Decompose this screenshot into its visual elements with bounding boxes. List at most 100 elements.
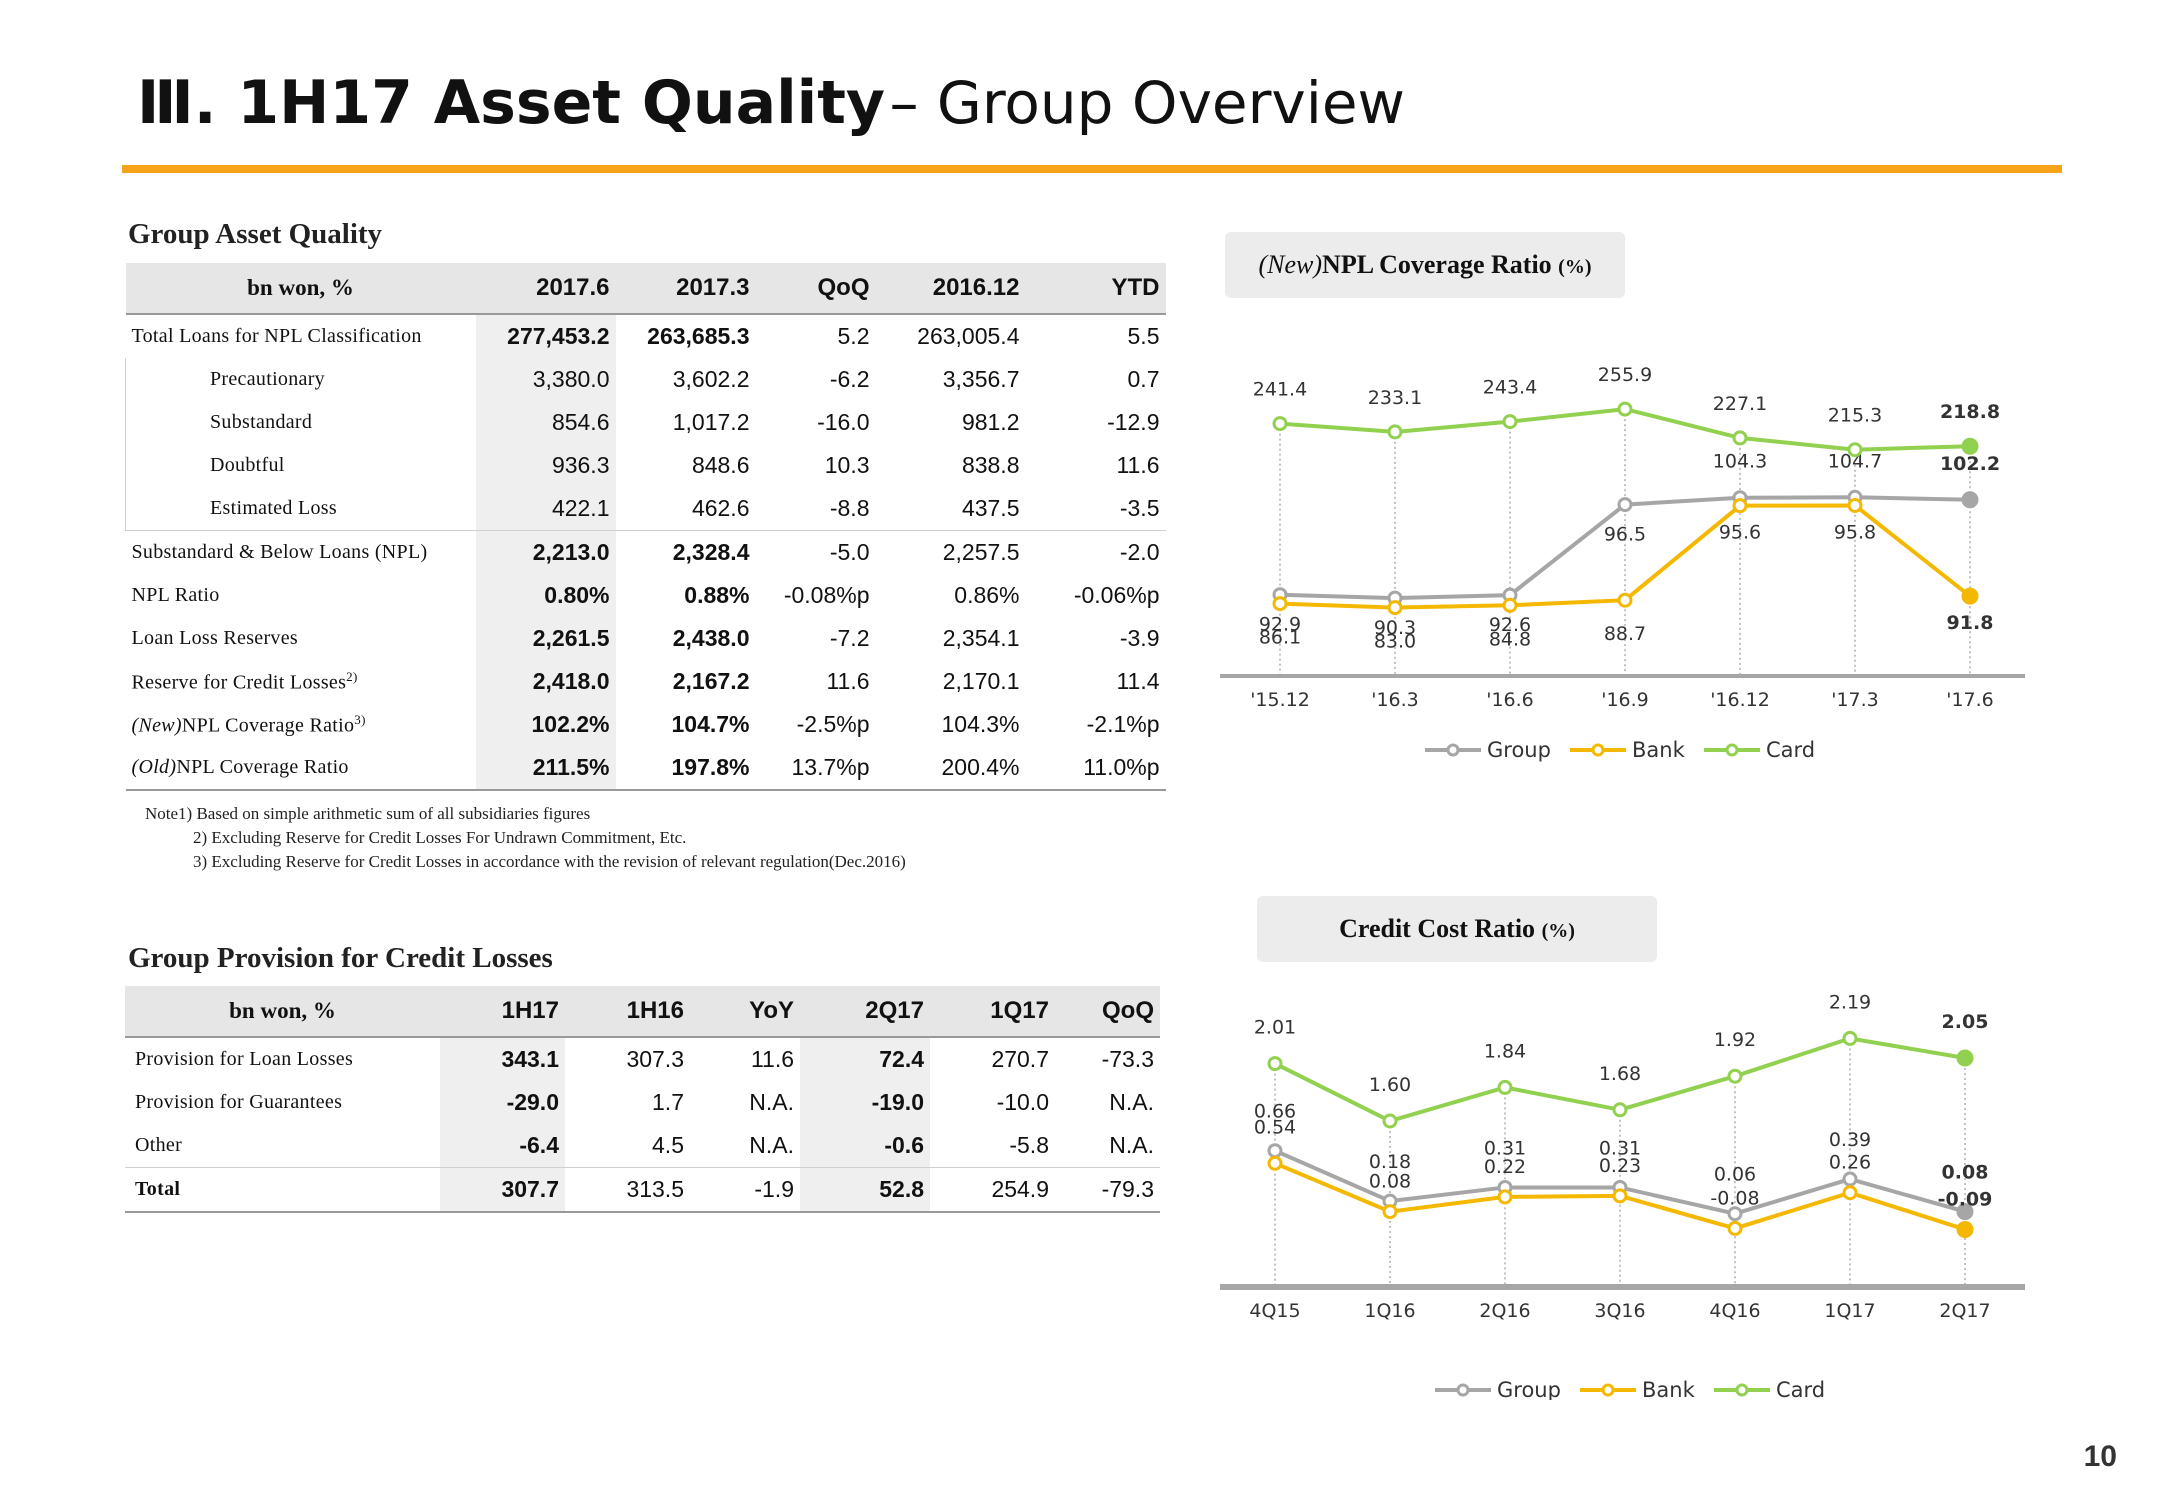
data-label-card: 1.68 [1599, 1063, 1641, 1085]
aq-row: (Old)NPL Coverage Ratio 211.5% 197.8% 13.7%… [125, 746, 1166, 791]
pv-cell: -19.0 [800, 1081, 930, 1124]
aq-row-label: Estimated Loss [125, 487, 476, 531]
aq-row-label: (New)NPL Coverage Ratio3) [126, 703, 476, 746]
data-label-group: 0.31 [1599, 1137, 1641, 1159]
data-label-card: 243.4 [1483, 377, 1537, 399]
category-label: '16.9 [1601, 689, 1649, 711]
aq-row: Precautionary 3,380.0 3,602.2 -6.2 3,356.7 0.… [125, 358, 1166, 401]
data-label-card: 233.1 [1368, 387, 1422, 409]
pv-cell: 1.7 [652, 1089, 684, 1115]
legend-item-bank: Bank [1570, 738, 1686, 762]
aq-cell: -16.0 [817, 409, 870, 435]
aq-header-cell: QoQ [755, 263, 876, 314]
aq-row-label-sup: 2) [346, 668, 358, 684]
page-title-main: Ⅲ. 1H17 Asset Quality [137, 68, 886, 138]
data-point-bank [1961, 587, 1979, 605]
data-point-bank [1847, 497, 1863, 513]
aq-cell: 3,380.0 [475, 358, 616, 401]
data-label-bank: 0.26 [1829, 1152, 1871, 1174]
aq-cell: 2,418.0 [475, 660, 616, 703]
aq-cell: 0.86% [954, 582, 1020, 608]
data-point-bank [1612, 1188, 1628, 1204]
data-label-bank: -0.09 [1938, 1188, 1993, 1210]
data-point-bank [1382, 1204, 1398, 1220]
aq-cell: -3.9 [1119, 625, 1160, 651]
aq-row-label: Doubtful [125, 444, 476, 487]
data-point-bank [1387, 600, 1403, 616]
data-point-group [1617, 497, 1633, 513]
data-label-bank: 86.1 [1259, 627, 1301, 649]
aq-header-cell: 2017.6 [475, 263, 616, 314]
aq-row-label-text: Substandard [210, 411, 313, 433]
data-label-card: 218.8 [1940, 401, 2000, 423]
data-point-bank [1842, 1185, 1858, 1201]
aq-cell: 2,213.0 [475, 530, 616, 574]
aq-cell: 3,602.2 [672, 366, 750, 392]
data-point-bank [1497, 1189, 1513, 1205]
aq-cell: 102.2% [475, 703, 616, 746]
data-label-group: 92.6 [1489, 614, 1531, 636]
pv-cell: N.A. [749, 1089, 794, 1115]
aq-cell: 11.0%p [1025, 746, 1166, 791]
pv-header-cell: 1H16 [565, 986, 690, 1037]
legend-marker [1456, 1383, 1470, 1397]
data-label-bank: 88.7 [1604, 623, 1646, 645]
npl-coverage-title-unit: (%) [1558, 256, 1592, 278]
data-label-bank: -0.08 [1710, 1187, 1759, 1209]
pv-cell: -79.3 [1055, 1167, 1160, 1213]
aq-cell: 936.3 [475, 444, 616, 487]
aq-row-label-text: Total Loans for NPL Classification [131, 325, 422, 347]
pv-row: Total 307.7 313.5 -1.9 52.8 254.9 -79.3 [125, 1167, 1160, 1213]
data-point-card [1732, 430, 1748, 446]
data-point-card [1956, 1049, 1974, 1067]
asset-quality-table: bn won, % 2017.6 2017.3 QoQ 2016.12 YTD Total… [125, 263, 1166, 791]
credit-cost-title-text: Credit Cost Ratio [1339, 914, 1536, 943]
data-point-card [1842, 1030, 1858, 1046]
pv-row: Provision for Loan Losses 343.1 307.3 11.6 7… [125, 1036, 1160, 1081]
category-label: '16.12 [1710, 689, 1770, 711]
category-label: 4Q16 [1709, 1300, 1760, 1322]
credit-cost-chart-title: Credit Cost Ratio (%) [1257, 896, 1657, 962]
aq-cell: 848.6 [691, 452, 750, 478]
data-label-card: 1.60 [1369, 1074, 1411, 1096]
aq-cell: 197.8% [615, 746, 756, 791]
aq-row-label: Loan Loss Reserves [126, 617, 476, 660]
pv-header-cell: bn won, % [125, 986, 440, 1037]
credit-cost-chart: 0.66 0.18 0.31 0.31 0.06 0.39 0.08 0.54 0.08 0.22… [1220, 991, 2025, 1400]
aq-cell: 211.5% [475, 746, 616, 791]
data-point-bank [1267, 1155, 1283, 1171]
aq-row-label-text: Precautionary [210, 368, 325, 390]
aq-row-label-prefix: (New) [131, 714, 182, 737]
legend-item-group: Group [1435, 1378, 1561, 1400]
aq-row-label-sup: 3) [354, 711, 366, 727]
aq-cell: -8.8 [829, 495, 870, 521]
data-label-bank: 0.54 [1254, 1116, 1296, 1138]
data-point-bank [1732, 498, 1748, 514]
pv-row-label: Provision for Loan Losses [125, 1036, 440, 1081]
data-point-card [1267, 1056, 1283, 1072]
aq-cell: 854.6 [475, 401, 616, 444]
footnotes: Note1) Based on simple arithmetic sum of… [145, 802, 906, 874]
data-label-card: 1.92 [1714, 1029, 1756, 1051]
pv-cell: 72.4 [800, 1036, 930, 1081]
pv-header-cell: QoQ [1055, 986, 1160, 1037]
aq-row-label-text: Substandard & Below Loans (NPL) [131, 541, 428, 563]
legend-item-group: Group [1425, 738, 1551, 762]
aq-cell: 104.7% [671, 711, 750, 737]
legend-marker [1591, 743, 1605, 757]
data-point-card [1502, 414, 1518, 430]
provision-table: bn won, % 1H17 1H16 YoY 2Q17 1Q17 QoQ Provisio… [125, 986, 1160, 1213]
aq-row-label-text: Loan Loss Reserves [131, 627, 298, 649]
pv-cell: -6.4 [440, 1124, 565, 1168]
data-label-card: 227.1 [1713, 393, 1767, 415]
aq-row-label: NPL Ratio [126, 574, 476, 617]
category-label: 4Q15 [1249, 1300, 1300, 1322]
legend-item-bank: Bank [1580, 1378, 1696, 1400]
pv-cell: N.A. [1109, 1089, 1154, 1115]
aq-row-label: Substandard & Below Loans (NPL) [125, 530, 476, 574]
data-point-card [1272, 416, 1288, 432]
legend-marker [1446, 743, 1460, 757]
aq-cell: 263,005.4 [875, 313, 1026, 358]
category-label: '15.12 [1250, 689, 1310, 711]
pv-cell: N.A. [1109, 1132, 1154, 1158]
